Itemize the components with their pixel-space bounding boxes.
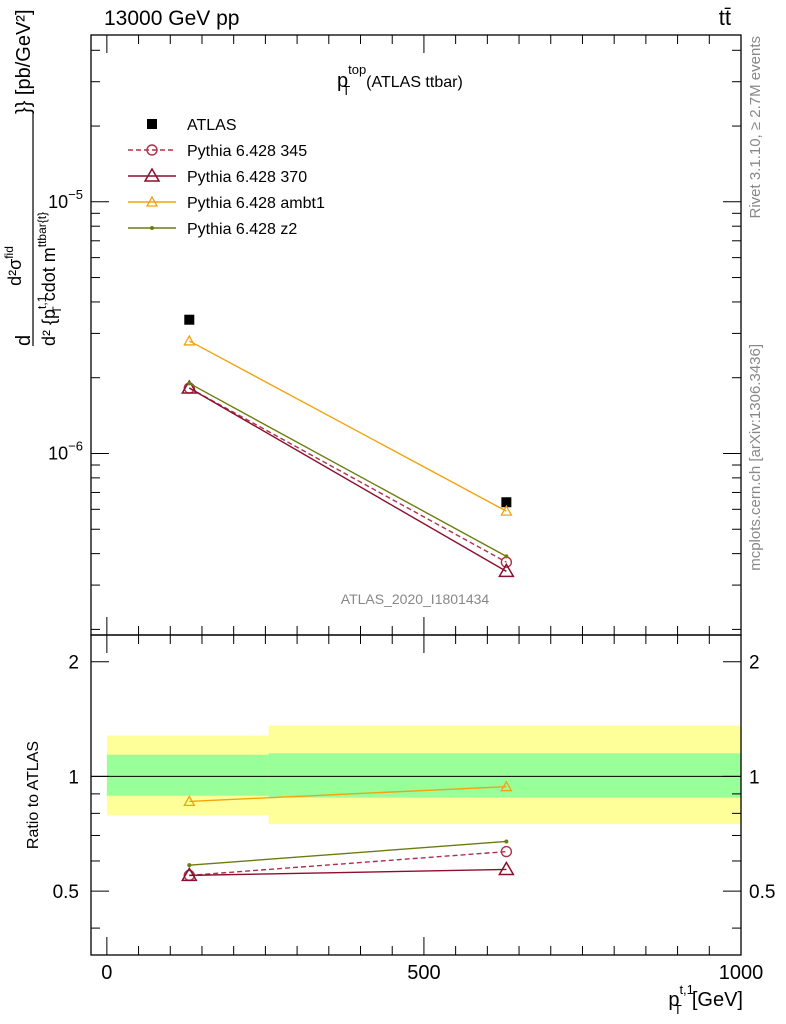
legend-label-ambt1: Pythia 6.428 ambt1 — [187, 195, 325, 212]
main-ylabel-num: d²σ — [5, 259, 25, 286]
main-ylabel-num-sup: fid — [2, 246, 16, 259]
ratio-ytick-label-left-0: 0.5 — [53, 882, 79, 903]
main-point-z2-1 — [504, 554, 509, 559]
ratio-line-p370 — [189, 868, 507, 877]
main-ylabel-den-tail-sup: ttbar{t} — [35, 212, 49, 247]
ratio-point-p370-0 — [180, 866, 198, 882]
ratio-line-z2 — [189, 840, 507, 866]
xtick-label-1: 500 — [407, 962, 440, 984]
ratio-band-inner-0 — [106, 754, 269, 796]
ratio-ytick-label-right-1: 1 — [749, 767, 760, 788]
plot-title-sub: T — [342, 83, 350, 98]
ratio-point-ambt1-1 — [500, 780, 513, 792]
plot-title-main: p — [337, 70, 348, 92]
ratio-ytick-label-right-0: 0.5 — [749, 882, 775, 903]
main-point-ambt1-0 — [183, 334, 196, 346]
main-ylabel-lead: d — [13, 335, 35, 346]
ratio-line-ambt1 — [189, 785, 507, 803]
plot-title-sup: top — [348, 62, 366, 77]
legend-label-atlas: ATLAS — [187, 117, 237, 134]
ratio-point-z2-0 — [187, 863, 192, 868]
main-ylabel-tail: }} [pb/GeV²] — [13, 9, 35, 114]
main-ylabel-den-tail: cdot m — [39, 247, 59, 306]
x-axis-label: pt,1 T [GeV] — [668, 982, 743, 1017]
xtick-label-2: 1000 — [719, 962, 764, 984]
main-ytick-label-1: 10−6 — [48, 438, 83, 463]
analysis-id: ATLAS_2020_I1801434 — [341, 591, 490, 607]
ratio-frame — [90, 634, 742, 956]
ratio-point-ambt1-0 — [183, 795, 196, 807]
ratio-line-p345 — [189, 850, 507, 877]
main-point-z2-0 — [187, 381, 192, 386]
energy-label: 13000 GeV pp — [104, 7, 239, 30]
main-line-p370 — [188, 387, 507, 573]
legend-marker-ambt1 — [145, 195, 159, 207]
legend-marker-p345 — [146, 144, 158, 156]
process-label: tt̄ — [719, 5, 731, 30]
legend-marker-p370 — [143, 167, 161, 182]
x-axis-label-sub: T — [674, 1002, 682, 1017]
ratio-point-p345-1 — [500, 845, 513, 858]
main-ytick-label-0: 10−5 — [48, 187, 83, 212]
main-point-ambt1-1 — [500, 504, 513, 516]
main-ylabel-den-sup: t,1 — [35, 295, 49, 309]
main-line-p345 — [188, 387, 507, 563]
ratio-ytick-label-left-2: 2 — [68, 653, 79, 674]
plot-title-suffix: (ATLAS ttbar) — [366, 74, 463, 91]
ratio-ytick-label-left-1: 1 — [68, 767, 79, 788]
x-axis-label-sup: t,1 — [679, 982, 693, 997]
x-axis-label-unit: [GeV] — [692, 989, 743, 1011]
main-point-p370-1 — [498, 562, 515, 578]
legend: ATLAS Pythia 6.428 345 Pythia 6.428 370 … — [187, 117, 325, 238]
xtick-label-0: 0 — [101, 962, 112, 984]
main-point-atlas-0 — [184, 314, 195, 325]
main-ylabel-numerator: d²σfid — [2, 246, 25, 286]
ratio-ytick-label-right-2: 2 — [749, 653, 760, 674]
main-line-z2 — [188, 382, 507, 558]
plot-marks: 10−5 10−6 0.5 0.5 1 1 2 2 0 500 1000 — [48, 34, 775, 984]
main-ylabel-den-sub: T — [50, 306, 64, 314]
main-ylabel-denominator: d² {pt,1T cdot mttbar{t} — [35, 212, 64, 346]
legend-label-z2: Pythia 6.428 z2 — [187, 221, 297, 238]
main-ylabel-den: d² {p — [39, 309, 59, 346]
ratio-point-p370-1 — [498, 860, 515, 876]
legend-label-p345: Pythia 6.428 345 — [187, 143, 307, 160]
legend-marker-z2 — [150, 226, 154, 230]
main-line-ambt1 — [188, 340, 507, 512]
ratio-ylabel: Ratio to ATLAS — [25, 741, 42, 849]
legend-marker-atlas — [147, 119, 157, 129]
rivet-version-label: Rivet 3.1.10, ≥ 2.7M events — [747, 36, 764, 219]
mcplots-label: mcplots.cern.ch [arXiv:1306.3436] — [747, 344, 764, 571]
main-point-atlas-1 — [501, 497, 512, 508]
plot-title: ptop T (ATLAS ttbar) — [337, 62, 463, 98]
main-point-p370-0 — [180, 379, 198, 394]
x-axis-label-main: p — [668, 989, 679, 1011]
legend-label-p370: Pythia 6.428 370 — [187, 169, 307, 186]
ratio-point-z2-1 — [504, 839, 509, 844]
